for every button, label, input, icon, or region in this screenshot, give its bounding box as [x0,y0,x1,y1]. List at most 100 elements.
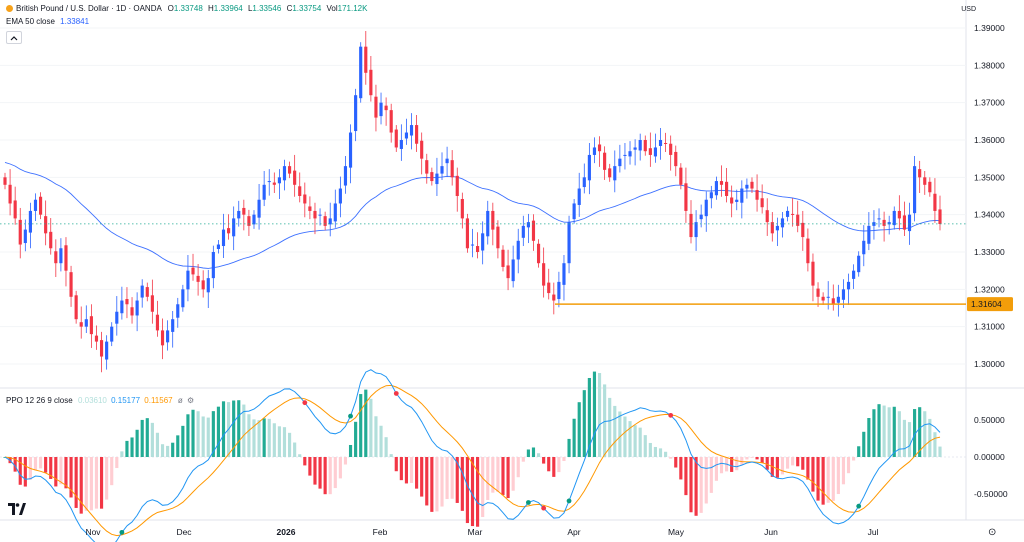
candle-body [460,198,464,219]
candle-body [811,261,815,286]
candle-body [115,311,119,324]
ppo-histogram-bar [775,457,779,478]
time-tick-label: Mar [468,527,483,537]
ppo-histogram-bar [323,457,327,495]
ppo-histogram-bar [694,457,698,516]
candle-body [481,233,485,251]
ppo-histogram-bar [33,457,38,471]
time-tick-label: Dec [176,527,192,537]
ppo-histogram-bar [364,389,368,457]
ppo-histogram-bar [64,457,68,489]
candle-body [907,214,912,232]
ppo-histogram-bar [120,451,124,457]
ppo-value: 0.15177 [111,396,141,405]
ppo-histogram-bar [232,400,236,457]
ppo-cross-dot [302,400,308,406]
candle-body [450,160,454,178]
ppo-histogram-bar [740,457,744,465]
ppo-histogram-bar [343,457,348,465]
tradingview-logo-icon[interactable] [8,503,26,515]
ema-legend[interactable]: EMA 50 close 1.33841 [6,17,89,26]
candle-body [801,222,805,238]
candle-body [765,210,769,223]
candle-body [923,177,927,185]
candle-body [369,69,373,96]
candle-body [791,213,795,215]
chart-settings-icon[interactable]: ⊙ [988,527,997,538]
candle-body [232,218,236,237]
ppo-histogram-bar [887,407,891,457]
ppo-histogram-bar [481,457,485,518]
ppo-histogram-bar [841,457,846,485]
candle-body [155,314,160,331]
ppo-histogram-bar [69,457,73,498]
price-tick-label: 1.30000 [974,359,1005,369]
ppo-histogram-bar [831,457,835,501]
ppo-histogram-bar [450,457,454,499]
ppo-histogram-bar [780,457,785,475]
candle-body [298,186,302,196]
ppo-histogram-bar [440,457,444,507]
candle-body [348,132,353,168]
ppo-histogram-bar [826,457,830,503]
ppo-histogram-bar [384,437,388,457]
ppo-histogram-bar [567,438,571,457]
candle-body [135,300,139,316]
candle-body [272,182,276,185]
ppo-histogram-bar [531,447,536,457]
candle-body [684,183,688,211]
ppo-histogram-bar [94,457,99,509]
candle-body [648,148,652,155]
ppo-histogram-bar [689,457,693,513]
candle-body [354,95,358,132]
candle-body [887,222,891,225]
ppo-histogram-bar [730,457,734,472]
candle-body [592,147,597,155]
candle-body [211,252,215,279]
price-tick-label: 1.32000 [974,284,1005,294]
ppo-histogram-bar [526,449,530,457]
ppo-pane[interactable] [0,369,966,542]
candle-body [597,144,602,152]
ppo-histogram-bar [933,432,937,457]
ppo-histogram-bar [618,411,622,457]
candle-body [333,203,337,222]
ppo-histogram-bar [435,457,439,512]
ppo-histogram-bar [506,457,510,499]
open-value: 1.33748 [173,4,203,13]
ppo-histogram-bar [379,425,383,457]
candle-body [379,102,383,117]
ppo-histogram-bar [430,457,434,512]
price-pane[interactable] [0,27,966,373]
candle-body [608,168,612,178]
candle-body [374,96,378,118]
time-tick-label: 2026 [277,527,296,537]
settings-icon[interactable]: ⚙ [186,396,195,405]
candle-body [160,330,165,346]
ppo-histogram-bar [394,457,398,472]
ppo-cross-dot [119,529,125,535]
candle-body [404,132,409,139]
ppo-histogram-bar [836,457,840,495]
ppo-histogram-bar [613,405,617,457]
eye-slash-icon[interactable]: ø [177,396,183,405]
ppo-histogram-bar [562,457,566,461]
ppo-histogram-bar [684,457,688,496]
ppo-histogram-bar [176,435,180,457]
candle-body [679,167,683,185]
candle-body [846,281,851,290]
candle-body [409,125,414,136]
candle-body [74,295,78,320]
ppo-histogram-bar [89,457,93,511]
ppo-legend[interactable]: PPO 12 26 9 close 0.03610 0.15177 0.1156… [6,396,194,405]
symbol-legend[interactable]: British Pound / U.S. Dollar · 1D · OANDA… [6,4,367,13]
candle-body [176,304,180,318]
candle-body [938,209,942,224]
ppo-histogram-bar [18,457,22,485]
candle-body [130,307,134,316]
ppo-histogram-bar [603,384,607,457]
candle-body [242,207,246,215]
candle-body [440,166,444,174]
collapse-legend-button[interactable] [6,31,22,44]
candle-body [836,296,840,303]
